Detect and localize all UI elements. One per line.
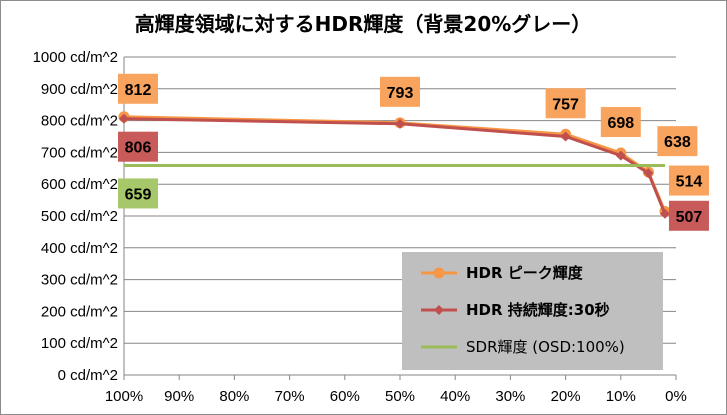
- data-point: [119, 113, 129, 124]
- data-point: [560, 131, 571, 142]
- x-tick-label: 0%: [665, 388, 687, 405]
- x-tick-label: 80%: [219, 388, 249, 405]
- data-label-peak-box: [668, 165, 709, 196]
- data-label-sustained: 507: [676, 209, 703, 226]
- y-tick-label: 200 cd/m^2: [41, 303, 118, 320]
- data-label-sustained-box: [668, 200, 709, 231]
- y-tick-label: 0 cd/m^2: [58, 367, 118, 384]
- data-label-peak: 514: [676, 174, 703, 191]
- data-label-peak: 812: [125, 82, 152, 99]
- data-point: [643, 168, 654, 179]
- data-label-peak: 757: [552, 96, 579, 113]
- data-label-peak-box: [545, 88, 586, 119]
- y-tick-label: 300 cd/m^2: [41, 272, 118, 289]
- data-label-sustained-box: [118, 131, 158, 162]
- x-tick-label: 70%: [275, 388, 305, 405]
- y-tick-label: 100 cd/m^2: [41, 335, 118, 352]
- data-label-peak-box: [118, 73, 158, 104]
- chart-title: 高輝度領域に対するHDR輝度（背景20%グレー）: [135, 12, 592, 36]
- y-tick-label: 900 cd/m^2: [41, 81, 118, 98]
- y-tick-label: 800 cd/m^2: [41, 113, 118, 130]
- data-label-peak-box: [600, 107, 641, 138]
- data-label-peak: 638: [664, 134, 691, 151]
- x-tick-label: 90%: [164, 388, 194, 405]
- y-tick-label: 500 cd/m^2: [41, 208, 118, 225]
- y-tick-label: 700 cd/m^2: [41, 144, 118, 161]
- x-tick-label: 50%: [385, 388, 415, 405]
- data-label-sdr-box: [118, 178, 158, 209]
- data-label-peak-box: [657, 126, 698, 157]
- data-label-sdr: 659: [125, 186, 152, 203]
- data-point: [395, 118, 405, 129]
- legend-entry: SDR輝度 (OSD:100%): [466, 338, 625, 356]
- data-label-sustained: 806: [125, 140, 152, 157]
- x-tick-label: 60%: [330, 388, 360, 405]
- data-point: [659, 208, 670, 219]
- y-tick-label: 400 cd/m^2: [41, 240, 118, 257]
- data-label-peak: 698: [607, 115, 634, 132]
- x-tick-label: 40%: [440, 388, 470, 405]
- x-tick-label: 30%: [495, 388, 525, 405]
- y-tick-label: 600 cd/m^2: [41, 176, 118, 193]
- x-tick-label: 10%: [606, 388, 636, 405]
- x-tick-label: 100%: [105, 388, 143, 405]
- data-label-peak-box: [380, 76, 420, 107]
- data-point: [433, 267, 445, 279]
- y-tick-label: 1000 cd/m^2: [33, 49, 118, 66]
- x-tick-label: 20%: [551, 388, 581, 405]
- data-label-peak: 793: [387, 85, 414, 102]
- legend-entry: HDR ピーク輝度: [466, 264, 584, 282]
- data-point: [434, 305, 444, 315]
- series-line: [123, 117, 667, 215]
- data-point: [615, 150, 626, 161]
- legend-entry: HDR 持続輝度:30秒: [466, 301, 610, 319]
